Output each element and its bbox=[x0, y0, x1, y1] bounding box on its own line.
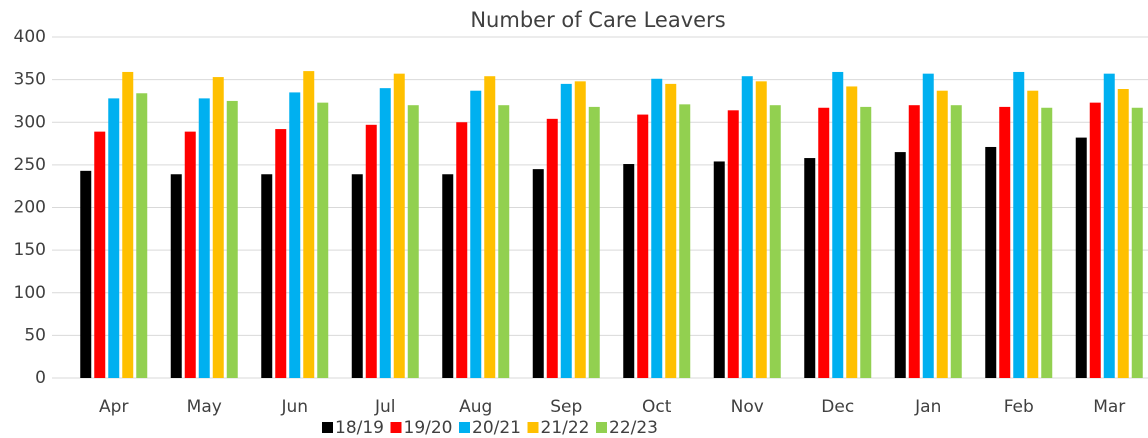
bar bbox=[317, 102, 329, 378]
x-tick-label: Jul bbox=[374, 397, 396, 417]
bar bbox=[560, 83, 572, 378]
x-tick-label: Jan bbox=[914, 397, 941, 417]
x-tick-label: Dec bbox=[821, 397, 854, 417]
legend-label: 21/22 bbox=[541, 418, 590, 438]
bar bbox=[950, 105, 962, 378]
bar bbox=[351, 174, 363, 378]
bar bbox=[1131, 107, 1143, 378]
bar bbox=[470, 90, 482, 379]
bar bbox=[832, 71, 844, 378]
bar bbox=[498, 105, 510, 378]
y-tick-label: 100 bbox=[14, 283, 46, 303]
legend-swatch bbox=[527, 422, 539, 433]
y-tick-label: 250 bbox=[14, 155, 46, 175]
legend-swatch bbox=[322, 422, 333, 433]
x-tick-label: Nov bbox=[731, 397, 764, 417]
bar bbox=[122, 71, 134, 378]
legend-label: 18/19 bbox=[335, 418, 384, 438]
bar bbox=[1075, 137, 1087, 378]
bar bbox=[999, 106, 1011, 378]
bar bbox=[108, 98, 120, 378]
bar bbox=[769, 105, 781, 378]
bar bbox=[922, 73, 934, 378]
bar bbox=[379, 88, 391, 379]
bar bbox=[908, 105, 920, 378]
bar bbox=[184, 131, 196, 378]
bar bbox=[275, 129, 287, 378]
bar bbox=[456, 122, 468, 378]
bar bbox=[860, 106, 872, 378]
bar bbox=[1027, 90, 1039, 379]
bar bbox=[679, 104, 691, 378]
bar bbox=[985, 146, 997, 378]
bar bbox=[846, 86, 858, 378]
bar bbox=[665, 83, 677, 378]
y-tick-label: 150 bbox=[14, 240, 46, 260]
y-tick-label: 0 bbox=[35, 368, 46, 388]
bar bbox=[936, 90, 948, 379]
bar bbox=[637, 114, 649, 378]
bar bbox=[1117, 89, 1129, 378]
legend-swatch bbox=[596, 422, 607, 433]
bar bbox=[289, 92, 301, 378]
bar bbox=[136, 93, 148, 378]
x-tick-label: Apr bbox=[99, 397, 128, 417]
bar bbox=[1013, 71, 1025, 378]
bar bbox=[894, 152, 906, 378]
bar bbox=[303, 71, 315, 378]
y-tick-label: 300 bbox=[14, 112, 46, 132]
bar bbox=[574, 81, 586, 378]
bar bbox=[741, 76, 753, 378]
bar bbox=[623, 164, 635, 378]
legend-swatch bbox=[390, 422, 402, 433]
x-tick-label: Mar bbox=[1093, 397, 1125, 417]
bar bbox=[226, 100, 238, 378]
bar bbox=[1103, 73, 1115, 378]
bar bbox=[651, 78, 663, 379]
y-tick-label: 50 bbox=[24, 325, 46, 345]
chart-title: Number of Care Leavers bbox=[470, 8, 725, 32]
bar bbox=[484, 76, 496, 378]
x-tick-label: May bbox=[187, 397, 222, 417]
bar bbox=[1041, 107, 1053, 378]
bar bbox=[365, 124, 377, 379]
bar bbox=[407, 105, 419, 378]
legend-swatch bbox=[459, 422, 470, 433]
bar bbox=[755, 81, 767, 378]
x-tick-label: Aug bbox=[459, 397, 492, 417]
bar bbox=[818, 107, 830, 378]
y-tick-label: 200 bbox=[14, 198, 46, 218]
legend-label: 22/23 bbox=[609, 418, 658, 438]
bar bbox=[212, 77, 224, 378]
legend-label: 19/20 bbox=[404, 418, 453, 438]
y-tick-label: 350 bbox=[14, 70, 46, 90]
legend-label: 20/21 bbox=[472, 418, 521, 438]
bar bbox=[727, 110, 739, 378]
x-tick-label: Jun bbox=[280, 397, 308, 417]
bar bbox=[713, 161, 725, 378]
bar bbox=[94, 131, 106, 378]
bar bbox=[80, 170, 92, 378]
bar bbox=[546, 118, 558, 378]
bar bbox=[261, 174, 273, 378]
bar bbox=[198, 98, 210, 378]
x-tick-label: Sep bbox=[550, 397, 582, 417]
x-tick-label: Feb bbox=[1004, 397, 1034, 417]
bar bbox=[170, 174, 182, 378]
y-tick-label: 400 bbox=[14, 27, 46, 47]
x-tick-label: Oct bbox=[642, 397, 672, 417]
bar bbox=[1089, 102, 1101, 378]
bar bbox=[588, 106, 600, 378]
bar bbox=[442, 174, 454, 378]
bar bbox=[532, 169, 544, 378]
bar bbox=[804, 158, 816, 378]
bar bbox=[393, 73, 405, 378]
